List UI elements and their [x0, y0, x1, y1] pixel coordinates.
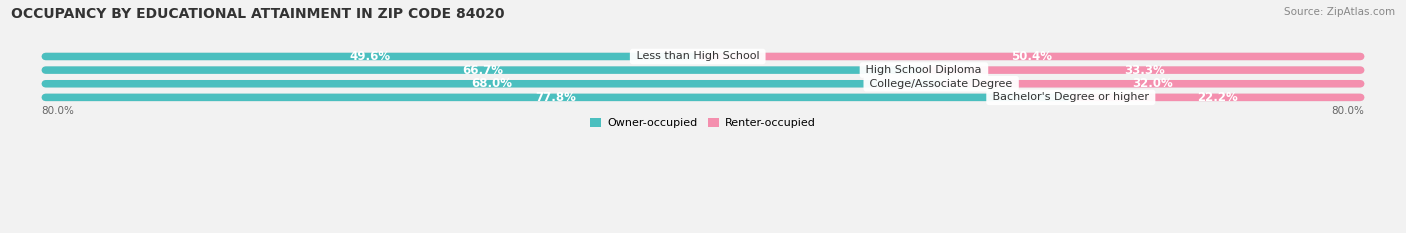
FancyBboxPatch shape [924, 66, 1365, 74]
FancyBboxPatch shape [41, 53, 697, 60]
FancyBboxPatch shape [941, 80, 1365, 88]
Text: Bachelor's Degree or higher: Bachelor's Degree or higher [988, 92, 1153, 102]
FancyBboxPatch shape [41, 80, 1365, 88]
FancyBboxPatch shape [41, 94, 1365, 101]
Text: 68.0%: 68.0% [471, 77, 512, 90]
Legend: Owner-occupied, Renter-occupied: Owner-occupied, Renter-occupied [586, 114, 820, 133]
FancyBboxPatch shape [697, 53, 1365, 60]
Text: Source: ZipAtlas.com: Source: ZipAtlas.com [1284, 7, 1395, 17]
Text: 49.6%: 49.6% [349, 50, 389, 63]
Text: 77.8%: 77.8% [536, 91, 576, 104]
Text: Less than High School: Less than High School [633, 51, 763, 62]
Text: 66.7%: 66.7% [463, 64, 503, 77]
FancyBboxPatch shape [41, 94, 1071, 101]
Text: OCCUPANCY BY EDUCATIONAL ATTAINMENT IN ZIP CODE 84020: OCCUPANCY BY EDUCATIONAL ATTAINMENT IN Z… [11, 7, 505, 21]
Text: 80.0%: 80.0% [41, 106, 75, 116]
Text: 32.0%: 32.0% [1132, 77, 1173, 90]
Text: 22.2%: 22.2% [1198, 91, 1239, 104]
FancyBboxPatch shape [41, 53, 1365, 60]
Text: 50.4%: 50.4% [1011, 50, 1052, 63]
Text: 80.0%: 80.0% [1331, 106, 1365, 116]
Text: High School Diploma: High School Diploma [862, 65, 986, 75]
Text: 33.3%: 33.3% [1123, 64, 1164, 77]
FancyBboxPatch shape [1071, 94, 1365, 101]
Text: College/Associate Degree: College/Associate Degree [866, 79, 1017, 89]
FancyBboxPatch shape [41, 66, 924, 74]
FancyBboxPatch shape [41, 80, 941, 88]
FancyBboxPatch shape [41, 66, 1365, 74]
